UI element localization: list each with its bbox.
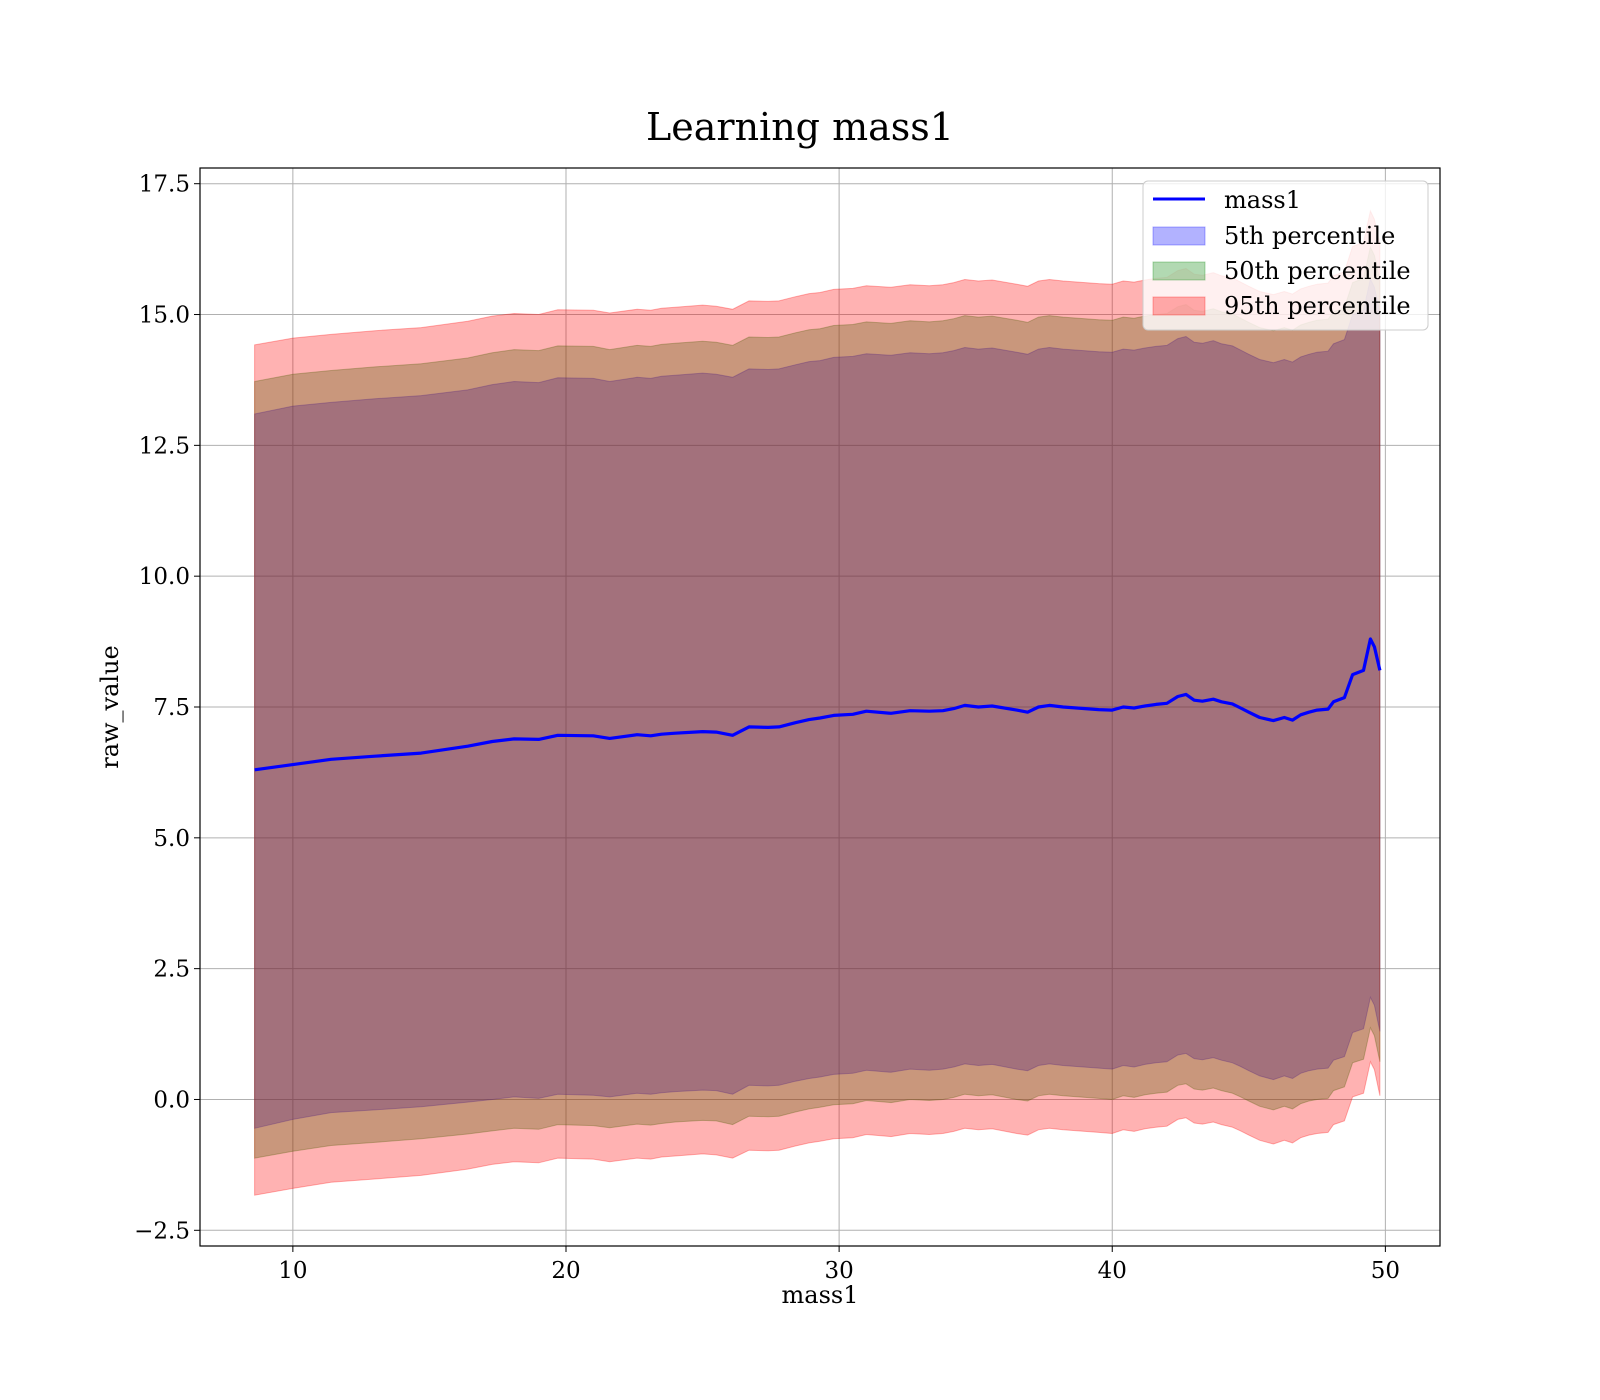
y-tick-label: 0.0: [153, 1087, 190, 1113]
band-5th-percentile: [254, 277, 1381, 1129]
x-axis-label: mass1: [782, 1281, 859, 1309]
y-tick-label: −2.5: [134, 1218, 190, 1244]
x-axis-ticks: 10 20 30 40 50: [278, 1246, 1400, 1284]
series-line-mass1: [254, 637, 1382, 772]
x-tick-label: 50: [1371, 1258, 1400, 1284]
percentile-bands: [254, 209, 1381, 1196]
y-axis-ticks: −2.5 0.0 2.5 5.0 7.5 10.0 12.5 15.0 17.5: [134, 172, 200, 1244]
x-tick-label: 40: [1098, 1258, 1127, 1284]
mean-line: [254, 637, 1382, 772]
x-tick-label: 10: [278, 1258, 307, 1284]
band-95th-percentile: [254, 209, 1381, 1196]
y-tick-label: 5.0: [153, 826, 190, 852]
x-tick-label: 30: [824, 1258, 853, 1284]
legend-swatch-50th: [1152, 261, 1206, 281]
y-axis-label: raw_value: [96, 645, 124, 769]
y-tick-label: 7.5: [153, 695, 190, 721]
legend-label-50th: 50th percentile: [1224, 257, 1411, 285]
gridlines: [200, 168, 1440, 1246]
x-tick-label: 20: [551, 1258, 580, 1284]
legend-label-mass1: mass1: [1224, 186, 1301, 214]
y-tick-label: 15.0: [139, 303, 190, 329]
legend-label-5th: 5th percentile: [1224, 222, 1395, 250]
band-50th-percentile: [254, 245, 1381, 1159]
y-tick-label: 2.5: [153, 957, 190, 983]
legend-swatch-95th: [1152, 296, 1206, 316]
legend-label-95th: 95th percentile: [1224, 292, 1411, 320]
legend: mass1 5th percentile 50th percentile 95t…: [1142, 180, 1429, 331]
y-tick-label: 12.5: [139, 433, 190, 459]
chart-title: Learning mass1: [646, 105, 954, 149]
legend-frame: [1142, 180, 1429, 331]
y-tick-label: 17.5: [139, 172, 190, 198]
legend-swatch-5th: [1152, 226, 1206, 246]
y-tick-label: 10.0: [139, 564, 190, 590]
